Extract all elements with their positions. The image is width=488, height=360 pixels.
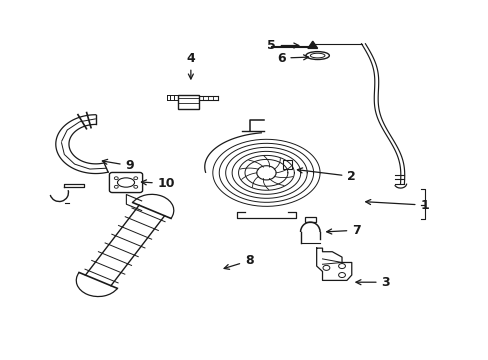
Text: 3: 3 xyxy=(355,276,389,289)
Text: 9: 9 xyxy=(102,159,134,172)
Text: 10: 10 xyxy=(141,177,175,190)
Text: 2: 2 xyxy=(297,168,355,183)
Polygon shape xyxy=(307,41,317,48)
Bar xyxy=(177,95,199,109)
Text: 1: 1 xyxy=(365,199,428,212)
Text: 4: 4 xyxy=(186,51,195,79)
Text: 6: 6 xyxy=(276,51,308,64)
Bar xyxy=(305,217,316,222)
Bar xyxy=(282,160,292,169)
Text: 8: 8 xyxy=(224,254,253,269)
Text: 5: 5 xyxy=(266,39,298,52)
Text: 7: 7 xyxy=(326,224,360,237)
